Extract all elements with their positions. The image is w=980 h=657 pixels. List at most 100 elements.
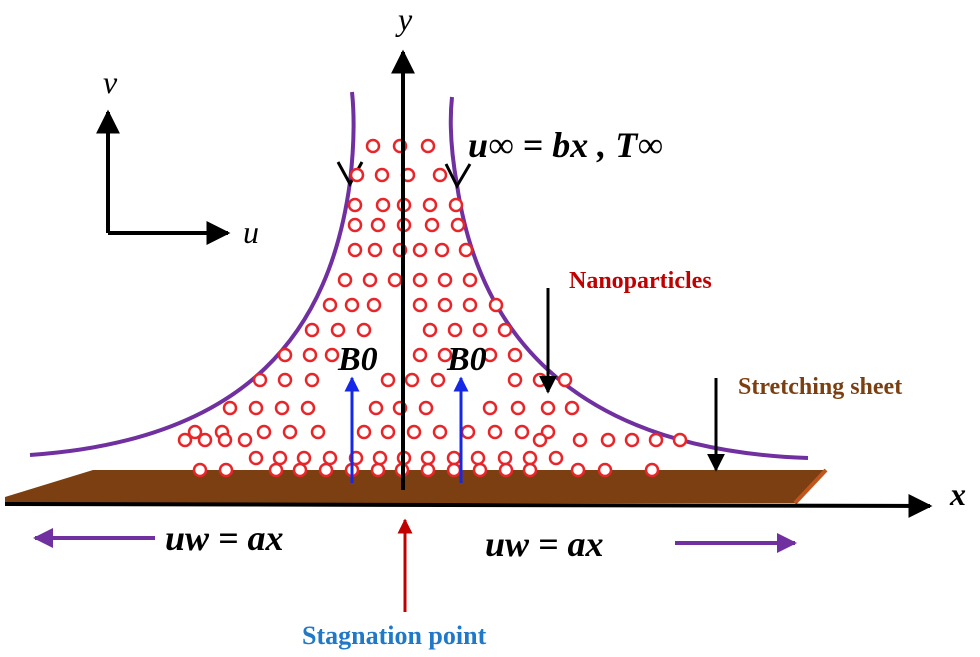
nanoparticle: [252, 372, 268, 388]
nanoparticle: [540, 400, 556, 416]
nanoparticle: [222, 400, 238, 416]
stretching-sheet-label: Stretching sheet: [738, 374, 902, 400]
nanoparticle: [522, 462, 538, 478]
stretching-sheet: [5, 470, 826, 503]
nanoparticle: [412, 272, 428, 288]
nanoparticle-cloud: [177, 138, 688, 478]
nanoparticle: [644, 462, 660, 478]
nanoparticle: [597, 462, 613, 478]
nanoparticle: [424, 217, 440, 233]
nanoparticle: [192, 462, 208, 478]
nanoparticle: [488, 297, 504, 313]
nanoparticle: [462, 297, 478, 313]
nanoparticle: [446, 462, 462, 478]
nanoparticle: [300, 400, 316, 416]
stagnation-point-label: Stagnation point: [302, 621, 487, 650]
nanoparticle: [448, 197, 464, 213]
nanoparticle: [460, 424, 476, 440]
nanoparticle: [507, 372, 523, 388]
nanoparticle: [432, 424, 448, 440]
nanoparticle: [420, 450, 436, 466]
nanoparticle: [624, 432, 640, 448]
nanoparticle: [437, 272, 453, 288]
u-label: u: [243, 214, 259, 250]
nanoparticle: [458, 242, 474, 258]
nanoparticle: [256, 424, 272, 440]
nanoparticle: [324, 347, 340, 363]
nanoparticle: [498, 462, 514, 478]
nanoparticle: [497, 322, 513, 338]
nanoparticle: [268, 462, 284, 478]
nanoparticle: [187, 424, 203, 440]
nanoparticle: [344, 297, 360, 313]
nanoparticle: [282, 424, 298, 440]
y-axis-label: y: [395, 1, 413, 37]
nanoparticle: [248, 400, 264, 416]
nanoparticle: [380, 372, 396, 388]
nanoparticle: [310, 424, 326, 440]
streamline-arrowhead-right: [444, 163, 472, 190]
v-label: v: [103, 64, 118, 100]
nanoparticle: [368, 400, 384, 416]
nanoparticle: [304, 372, 320, 388]
nanoparticle: [370, 462, 386, 478]
nanoparticle: [420, 462, 436, 478]
x-axis-label: x: [949, 476, 966, 512]
free-stream-label: u∞ = bx , T∞: [468, 125, 663, 165]
nanoparticle: [349, 167, 365, 183]
nanoparticle: [296, 450, 312, 466]
nanoparticle: [347, 217, 363, 233]
nanoparticle: [420, 138, 436, 154]
nanoparticle: [380, 424, 396, 440]
nanoparticle: [404, 372, 420, 388]
nanoparticle: [497, 450, 513, 466]
nanoparticle: [470, 450, 486, 466]
nanoparticle: [648, 432, 664, 448]
magnetic-field-label-right: B0: [446, 341, 487, 378]
nanoparticle: [557, 372, 573, 388]
nanoparticle: [462, 272, 478, 288]
nanoparticle: [356, 322, 372, 338]
nanoparticle: [572, 432, 588, 448]
nanoparticle: [277, 372, 293, 388]
stretching-sheet-edge: [793, 468, 828, 505]
nanoparticle: [272, 450, 288, 466]
nanoparticle: [418, 400, 434, 416]
nanoparticles-label: Nanoparticles: [569, 268, 712, 294]
nanoparticle: [522, 450, 538, 466]
nanoparticle: [450, 217, 466, 233]
nanoparticle: [248, 450, 264, 466]
nanoparticle: [366, 297, 382, 313]
nanoparticle: [487, 424, 503, 440]
nanoparticle: [472, 322, 488, 338]
nanoparticle: [422, 322, 438, 338]
nanoparticle: [370, 217, 386, 233]
nanoparticle: [322, 450, 338, 466]
nanoparticle: [564, 400, 580, 416]
nanoparticle: [374, 167, 390, 183]
nanoparticle: [472, 462, 488, 478]
nanoparticle: [412, 242, 428, 258]
nanoparticle: [177, 432, 193, 448]
nanoparticle: [514, 424, 530, 440]
nanoparticle: [337, 272, 353, 288]
nanoparticle: [406, 424, 422, 440]
nanoparticle: [304, 322, 320, 338]
nanoparticle: [432, 167, 448, 183]
nanoparticle: [365, 138, 381, 154]
nanoparticle: [412, 347, 428, 363]
nanoparticle: [318, 462, 334, 478]
nanoparticle: [347, 242, 363, 258]
nanoparticle: [672, 432, 688, 448]
nanoparticle: [277, 347, 293, 363]
nanoparticle: [434, 242, 450, 258]
nanoparticle: [600, 432, 616, 448]
nanoparticle: [372, 450, 388, 466]
wall-velocity-label-right: uw = ax: [485, 524, 604, 564]
wall-velocity-label-left: uw = ax: [165, 518, 284, 558]
nanoparticle: [412, 297, 428, 313]
nanoparticle: [356, 424, 372, 440]
nanoparticle: [362, 272, 378, 288]
nanoparticle: [482, 347, 498, 363]
nanoparticle: [437, 297, 453, 313]
